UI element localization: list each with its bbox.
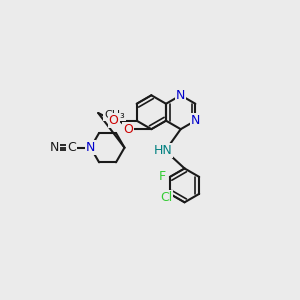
Text: O: O: [123, 123, 133, 136]
Text: O: O: [109, 114, 118, 127]
Text: N: N: [50, 141, 59, 154]
Text: Cl: Cl: [160, 191, 172, 204]
Text: C: C: [67, 141, 76, 154]
Text: N: N: [191, 114, 200, 127]
Text: N: N: [86, 141, 95, 154]
Text: F: F: [159, 170, 166, 183]
Text: CH₃: CH₃: [104, 110, 125, 120]
Text: HN: HN: [154, 144, 172, 157]
Text: N: N: [176, 89, 185, 102]
